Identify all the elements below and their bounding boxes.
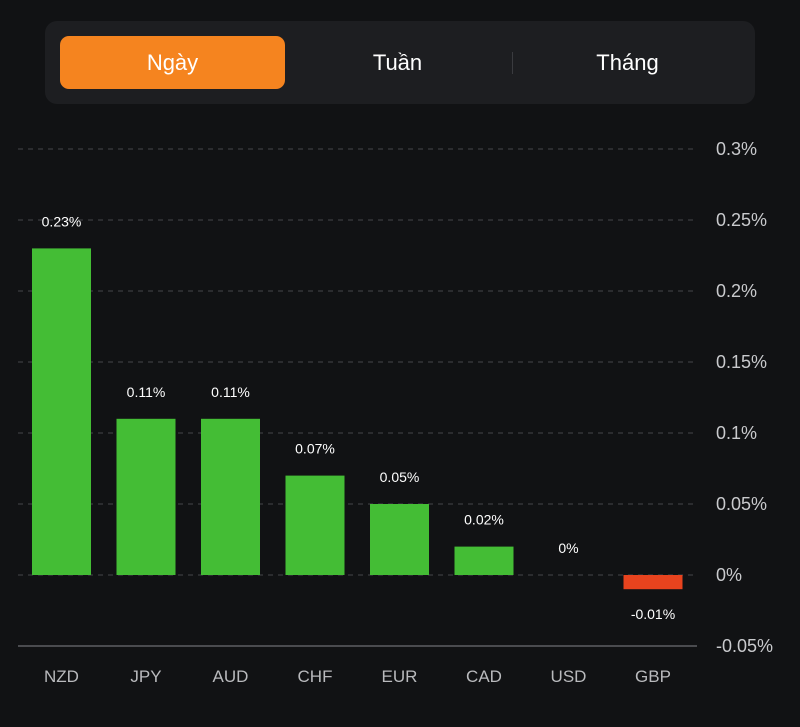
period-segmented-control: Ngày Tuần Tháng <box>45 21 755 104</box>
bars <box>32 248 683 590</box>
y-tick-label: 0.05% <box>716 494 767 514</box>
y-tick-label: 0.1% <box>716 423 757 443</box>
data-labels: 0.23% 0.11% 0.11% 0.07% 0.05% 0.02% 0% -0.01% <box>42 213 676 622</box>
x-label-aud: AUD <box>213 667 249 686</box>
tab-month[interactable]: Tháng <box>596 49 659 75</box>
data-label-nzd: 0.23% <box>42 213 82 229</box>
data-label-usd: 0% <box>558 540 578 556</box>
x-label-eur: EUR <box>382 667 418 686</box>
x-label-cad: CAD <box>466 667 502 686</box>
bar-aud <box>201 418 260 575</box>
data-label-chf: 0.07% <box>295 441 335 457</box>
bar-gbp <box>623 575 683 590</box>
x-axis-labels: NZD JPY AUD CHF EUR CAD USD GBP <box>44 667 671 686</box>
bar-chf <box>285 475 345 575</box>
y-tick-label: -0.05% <box>716 636 773 656</box>
y-tick-label: 0.2% <box>716 281 757 301</box>
y-tick-label: 0.15% <box>716 352 767 372</box>
data-label-jpy: 0.11% <box>127 384 166 400</box>
x-label-chf: CHF <box>298 667 333 686</box>
tab-week[interactable]: Tuần <box>372 49 423 75</box>
data-label-cad: 0.02% <box>464 512 504 528</box>
segment-divider <box>512 52 513 74</box>
data-label-aud: 0.11% <box>211 384 250 400</box>
data-label-gbp: -0.01% <box>631 606 675 622</box>
tab-day[interactable]: Ngày <box>60 36 285 89</box>
bar-cad <box>454 546 514 575</box>
bar-jpy <box>116 418 176 575</box>
y-tick-label: 0.3% <box>716 139 757 159</box>
bar-eur <box>370 504 429 575</box>
x-label-jpy: JPY <box>130 667 161 686</box>
y-tick-label: 0% <box>716 565 742 585</box>
y-axis-labels: 0.3% 0.25% 0.2% 0.15% 0.1% 0.05% 0% -0.05% <box>716 139 773 656</box>
x-label-gbp: GBP <box>635 667 671 686</box>
data-label-eur: 0.05% <box>380 469 420 485</box>
bar-nzd <box>32 248 91 575</box>
y-tick-label: 0.25% <box>716 210 767 230</box>
x-label-nzd: NZD <box>44 667 79 686</box>
x-label-usd: USD <box>551 667 587 686</box>
